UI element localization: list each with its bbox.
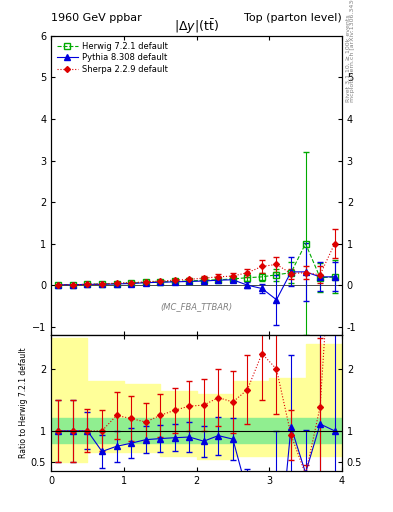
Legend: Herwig 7.2.1 default, Pythia 8.308 default, Sherpa 2.2.9 default: Herwig 7.2.1 default, Pythia 8.308 defau…	[55, 40, 169, 75]
Y-axis label: Ratio to Herwig 7.2.1 default: Ratio to Herwig 7.2.1 default	[19, 348, 28, 458]
Text: (MC_FBA_TTBAR): (MC_FBA_TTBAR)	[160, 302, 233, 311]
Title: $|\Delta y|(\mathrm{t\bar{t}})$: $|\Delta y|(\mathrm{t\bar{t}})$	[174, 17, 219, 36]
Text: Top (parton level): Top (parton level)	[244, 13, 342, 23]
Text: 1960 GeV ppbar: 1960 GeV ppbar	[51, 13, 142, 23]
Text: Rivet 3.1.10, ≥ 100k events: Rivet 3.1.10, ≥ 100k events	[346, 15, 351, 102]
Text: mcplots.cern.ch [arXiv:1306.3436]: mcplots.cern.ch [arXiv:1306.3436]	[350, 0, 355, 102]
